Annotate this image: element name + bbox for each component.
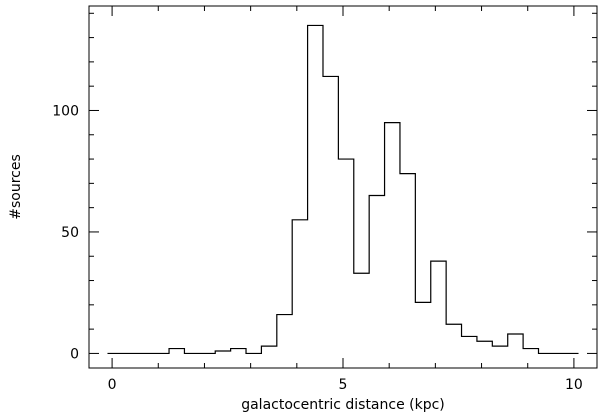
histogram-bin [277, 315, 292, 354]
histogram-bin [385, 123, 400, 354]
y-tick-label: 0 [70, 346, 79, 362]
x-axis-label: galactocentric distance (kpc) [241, 397, 445, 413]
histogram-bin [508, 334, 523, 353]
y-axis-label: #sources [8, 154, 24, 220]
histogram-bin [400, 174, 415, 354]
plot-frame [88, 5, 598, 369]
y-tick-label: 50 [61, 225, 79, 241]
y-tick-label: 100 [52, 103, 79, 119]
histogram-bin [523, 349, 538, 354]
x-tick-label: 10 [565, 377, 583, 393]
histogram-bin [477, 341, 492, 353]
x-tick-label: 5 [339, 377, 348, 393]
histogram-bin [354, 273, 369, 353]
histogram-bin [415, 302, 430, 353]
histogram-bin [446, 324, 461, 353]
histogram-bin [492, 346, 507, 353]
histogram-bin [338, 159, 353, 353]
histogram-bin [308, 25, 323, 353]
histogram-bin [323, 76, 338, 353]
histogram-bin [261, 346, 276, 353]
histogram-bin [369, 196, 384, 354]
histogram-bin [231, 349, 246, 354]
axis-ticks [89, 6, 597, 368]
histogram-bin [431, 261, 446, 353]
histogram-bin [292, 220, 307, 354]
histogram-bin [462, 336, 477, 353]
histogram-bin [169, 349, 184, 354]
histogram-step-line [107, 24, 579, 355]
x-tick-label: 0 [108, 377, 117, 393]
